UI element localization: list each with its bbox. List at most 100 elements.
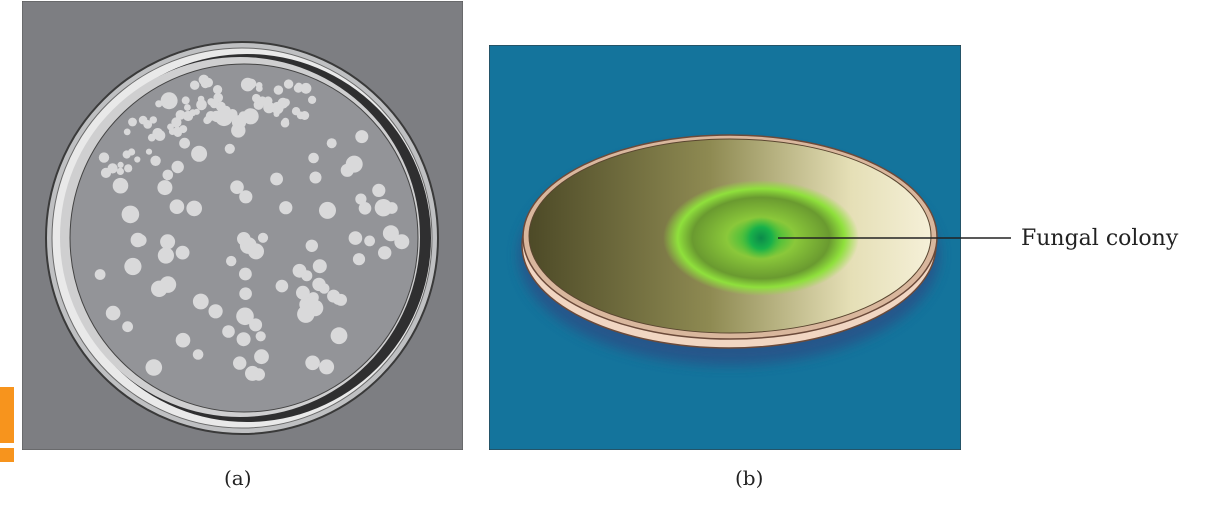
bacterial-colony: [194, 109, 200, 115]
bacterial-colony: [182, 96, 190, 104]
bacterial-colony: [301, 270, 312, 281]
bacterial-colony: [282, 99, 290, 107]
bacterial-colony: [355, 130, 368, 143]
bacterial-colony: [179, 125, 187, 133]
side-tab-marker-small: [0, 448, 14, 462]
bacterial-colony: [99, 152, 109, 162]
bacterial-colony: [306, 240, 318, 252]
bacterial-colony: [226, 256, 236, 266]
bacterial-colony: [239, 287, 252, 300]
bacterial-colony: [263, 102, 275, 114]
bacterial-colony: [122, 206, 140, 224]
bacterial-colony: [176, 246, 190, 260]
bacterial-colony: [256, 331, 266, 341]
bacterial-colony: [284, 79, 293, 88]
bacterial-colony: [243, 108, 259, 124]
bacterial-colony: [292, 107, 300, 115]
bacterial-colony: [237, 232, 251, 246]
bacterial-colony: [279, 201, 292, 214]
bacterial-colony: [245, 366, 260, 381]
fungal-colony-label: Fungal colony: [1021, 226, 1178, 251]
bacterial-colony: [258, 233, 268, 243]
bacterial-colony: [282, 118, 289, 125]
bacterial-colony: [171, 117, 181, 127]
bacterial-colony: [222, 325, 235, 338]
bacterial-colony: [184, 104, 191, 111]
bacterial-colony: [305, 356, 320, 371]
bacterial-colony: [239, 268, 252, 281]
bacterial-colony: [386, 202, 398, 214]
bacterial-colony: [241, 78, 255, 92]
bacterial-colony: [296, 286, 310, 300]
bacterial-colony: [186, 201, 202, 217]
bacterial-plate-figure: [22, 1, 463, 450]
bacterial-colony: [170, 199, 185, 214]
bacterial-colony: [319, 202, 336, 219]
bacterial-colony: [237, 332, 251, 346]
bacterial-colony: [274, 85, 283, 94]
bacterial-colony: [106, 306, 121, 321]
bacterial-colony: [319, 359, 334, 374]
bacterial-colony: [128, 118, 137, 127]
bacterial-colony: [146, 149, 152, 155]
bacterial-colony: [193, 349, 204, 360]
bacterial-colony: [300, 111, 309, 120]
bacterial-colony: [346, 156, 363, 173]
bacterial-colony: [239, 190, 252, 203]
bacterial-colony: [364, 236, 375, 247]
bacterial-colony: [209, 304, 223, 318]
bacterial-colony: [301, 83, 312, 94]
bacterial-colony: [183, 111, 193, 121]
bacterial-colony: [113, 178, 129, 194]
bacterial-colony: [333, 295, 343, 305]
bacterial-colony: [134, 156, 140, 162]
bacterial-colony: [378, 246, 391, 259]
bacterial-colony: [213, 85, 222, 94]
bacterial-colony: [313, 259, 327, 273]
bacterial-colony: [196, 100, 207, 111]
bacterial-colony: [270, 173, 283, 186]
bacterial-colony: [191, 146, 207, 162]
bacterial-colony: [151, 281, 167, 297]
bacterial-colony: [101, 168, 111, 178]
bacterial-colony: [150, 156, 160, 166]
bacterial-colony: [308, 153, 319, 164]
bacterial-colony: [308, 96, 316, 104]
bacterial-colony: [152, 128, 163, 139]
side-tab-marker: [0, 387, 14, 443]
caption-b: (b): [735, 466, 763, 490]
bacterial-colony: [310, 172, 322, 184]
bacterial-colony: [179, 138, 190, 149]
bacterial-colony: [204, 116, 212, 124]
bacterial-colony: [319, 283, 330, 294]
bacterial-colony: [123, 150, 131, 158]
bacterial-colony: [256, 82, 263, 89]
bacterial-colony: [150, 116, 157, 123]
bacterial-colony: [190, 81, 199, 90]
bacterial-colony: [157, 180, 172, 195]
bacterial-colony: [355, 194, 366, 205]
bacterial-colony: [295, 83, 302, 90]
bacterial-colony: [131, 233, 145, 247]
bacterial-colony: [146, 359, 163, 376]
bacterial-colony: [118, 162, 124, 168]
bacterial-colony: [372, 184, 385, 197]
bacterial-colony: [276, 280, 289, 293]
fungal-colony-center: [739, 216, 783, 260]
bacterial-colony: [215, 108, 233, 126]
bacterial-colony: [254, 100, 264, 110]
bacterial-colony: [353, 253, 365, 265]
bacterial-colony: [169, 128, 176, 135]
bacterial-colony: [203, 78, 213, 88]
bacterial-colony: [236, 308, 254, 326]
bacterial-colony: [161, 92, 178, 109]
bacterial-colony: [124, 129, 131, 136]
bacterial-colony: [124, 258, 141, 275]
bacterial-colony: [331, 327, 348, 344]
fungal-plate-figure: [489, 45, 961, 450]
bacterial-colony: [225, 144, 235, 154]
bacterial-colony: [95, 269, 106, 280]
bacterial-colony: [172, 161, 184, 173]
bacterial-colony: [158, 247, 174, 263]
bacterial-colony: [248, 243, 264, 259]
